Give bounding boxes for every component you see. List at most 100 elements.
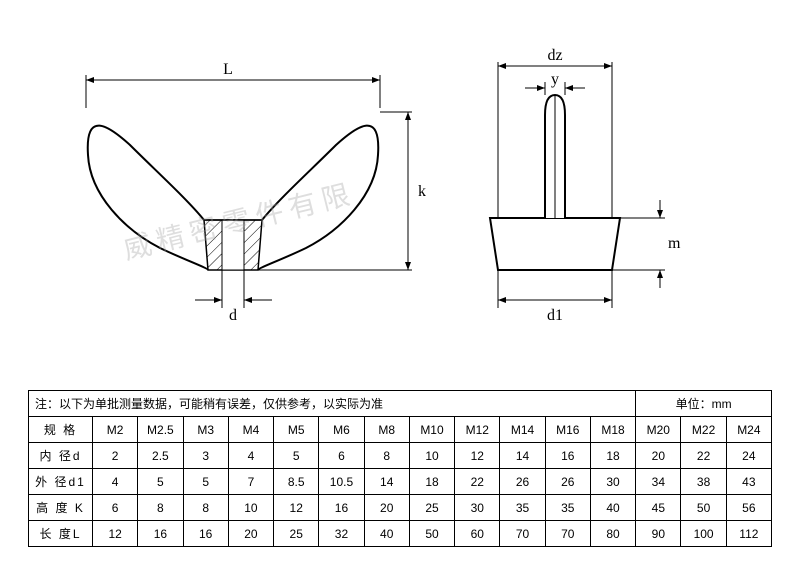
col-h: M20	[636, 417, 681, 443]
table-row: 外 径d1 4 5 5 7 8.5 10.5 14 18 22 26 26 30…	[29, 469, 772, 495]
cell: 80	[590, 521, 635, 547]
unit-text: 单位：mm	[636, 391, 772, 417]
cell: 90	[636, 521, 681, 547]
cell: 2.5	[138, 443, 183, 469]
cell: 8	[138, 495, 183, 521]
table-note-row: 注：以下为单批测量数据，可能稍有误差，仅供参考，以实际为准 单位：mm	[29, 391, 772, 417]
cell: 7	[228, 469, 273, 495]
cell: 5	[138, 469, 183, 495]
dim-label-k: k	[418, 183, 426, 200]
cell: 30	[590, 469, 635, 495]
cell: 3	[183, 443, 228, 469]
cell: 20	[636, 443, 681, 469]
col-h: M2.5	[138, 417, 183, 443]
cell: 20	[364, 495, 409, 521]
cell: 18	[590, 443, 635, 469]
dim-label-m: m	[668, 235, 681, 252]
cell: 70	[500, 521, 545, 547]
table-row: 内 径d 2 2.5 3 4 5 6 8 10 12 14 16 18 20 2…	[29, 443, 772, 469]
cell: 6	[319, 443, 364, 469]
cell: 40	[364, 521, 409, 547]
cell: 10.5	[319, 469, 364, 495]
row-label: 长 度L	[29, 521, 93, 547]
cell: 50	[681, 495, 726, 521]
cell: 14	[364, 469, 409, 495]
cell: 4	[93, 469, 138, 495]
dim-label-y: y	[551, 71, 559, 88]
cell: 60	[455, 521, 500, 547]
cell: 10	[409, 443, 454, 469]
front-view: L k d	[86, 61, 426, 324]
col-h: M12	[455, 417, 500, 443]
cell: 8	[183, 495, 228, 521]
col-h: M10	[409, 417, 454, 443]
col-h: M2	[93, 417, 138, 443]
cell: 35	[500, 495, 545, 521]
col-h: M3	[183, 417, 228, 443]
col-h: M24	[726, 417, 771, 443]
cell: 5	[183, 469, 228, 495]
col-h: M8	[364, 417, 409, 443]
row-label: 内 径d	[29, 443, 93, 469]
spec-table: 注：以下为单批测量数据，可能稍有误差，仅供参考，以实际为准 单位：mm 规 格 …	[28, 390, 772, 547]
cell: 6	[93, 495, 138, 521]
cell: 16	[545, 443, 590, 469]
cell: 8	[364, 443, 409, 469]
wingnut-svg: L k d dz	[0, 0, 800, 340]
cell: 30	[455, 495, 500, 521]
col-h: M4	[228, 417, 273, 443]
cell: 112	[726, 521, 771, 547]
cell: 43	[726, 469, 771, 495]
cell: 10	[228, 495, 273, 521]
spec-table-wrap: 注：以下为单批测量数据，可能稍有误差，仅供参考，以实际为准 单位：mm 规 格 …	[28, 390, 772, 547]
cell: 38	[681, 469, 726, 495]
cell: 16	[138, 521, 183, 547]
cell: 16	[183, 521, 228, 547]
cell: 25	[409, 495, 454, 521]
col-h: M5	[274, 417, 319, 443]
table-row: 长 度L 12 16 16 20 25 32 40 50 60 70 70 80…	[29, 521, 772, 547]
table-header-row: 规 格 M2 M2.5 M3 M4 M5 M6 M8 M10 M12 M14 M…	[29, 417, 772, 443]
cell: 22	[455, 469, 500, 495]
side-view: dz y m d1	[490, 47, 681, 324]
cell: 70	[545, 521, 590, 547]
cell: 40	[590, 495, 635, 521]
cell: 100	[681, 521, 726, 547]
cell: 20	[228, 521, 273, 547]
cell: 12	[455, 443, 500, 469]
cell: 32	[319, 521, 364, 547]
table-row: 高 度 K 6 8 8 10 12 16 20 25 30 35 35 40 4…	[29, 495, 772, 521]
dim-label-d1: d1	[547, 307, 563, 324]
col-spec: 规 格	[29, 417, 93, 443]
cell: 4	[228, 443, 273, 469]
cell: 18	[409, 469, 454, 495]
cell: 2	[93, 443, 138, 469]
col-h: M6	[319, 417, 364, 443]
col-h: M14	[500, 417, 545, 443]
cell: 26	[500, 469, 545, 495]
row-label: 外 径d1	[29, 469, 93, 495]
cell: 5	[274, 443, 319, 469]
cell: 35	[545, 495, 590, 521]
cell: 22	[681, 443, 726, 469]
col-h: M18	[590, 417, 635, 443]
cell: 26	[545, 469, 590, 495]
cell: 12	[274, 495, 319, 521]
cell: 12	[93, 521, 138, 547]
cell: 24	[726, 443, 771, 469]
cell: 45	[636, 495, 681, 521]
note-text: 注：以下为单批测量数据，可能稍有误差，仅供参考，以实际为准	[29, 391, 636, 417]
cell: 16	[319, 495, 364, 521]
cell: 50	[409, 521, 454, 547]
col-h: M22	[681, 417, 726, 443]
cell: 34	[636, 469, 681, 495]
wingnut-diagram-area: L k d dz	[0, 0, 800, 340]
dim-label-d: d	[229, 307, 237, 324]
col-h: M16	[545, 417, 590, 443]
cell: 8.5	[274, 469, 319, 495]
dim-label-L: L	[223, 61, 233, 78]
cell: 25	[274, 521, 319, 547]
row-label: 高 度 K	[29, 495, 93, 521]
cell: 14	[500, 443, 545, 469]
dim-label-dz: dz	[547, 47, 562, 64]
